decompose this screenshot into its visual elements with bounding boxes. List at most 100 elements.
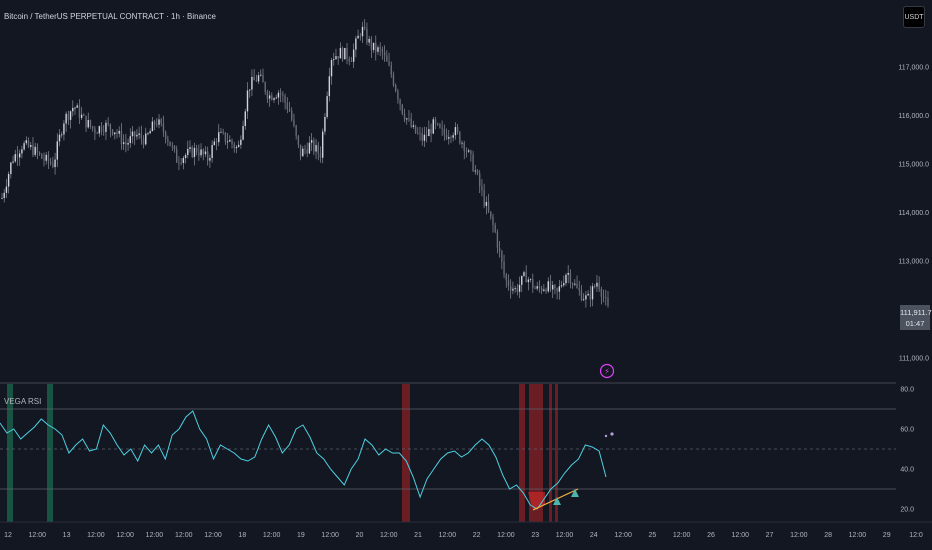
candle-body bbox=[574, 283, 576, 285]
time-tick-label: 12:00 bbox=[204, 532, 222, 539]
candle-body bbox=[116, 132, 118, 134]
candle-body bbox=[607, 297, 609, 306]
candle-body bbox=[448, 137, 450, 139]
candle-body bbox=[344, 47, 346, 60]
candle-body bbox=[308, 142, 311, 154]
candle-body bbox=[494, 225, 496, 232]
symbol-title[interactable]: Bitcoin / TetherUS PERPETUAL CONTRACT · … bbox=[4, 12, 216, 21]
candle-body bbox=[456, 127, 459, 132]
candle-body bbox=[277, 92, 280, 98]
candle-body bbox=[138, 133, 140, 135]
rsi-pane[interactable] bbox=[0, 384, 896, 522]
candle-body bbox=[58, 134, 61, 142]
candle-body bbox=[107, 122, 109, 125]
candle-body bbox=[268, 95, 271, 99]
candle-body bbox=[408, 118, 410, 120]
candle-body bbox=[218, 132, 220, 143]
last-price-tag: 111,911.7 01:47 bbox=[900, 305, 932, 330]
candle-body bbox=[527, 279, 530, 283]
event-flash-icon[interactable] bbox=[599, 363, 615, 379]
candle-body bbox=[414, 125, 417, 133]
time-axis[interactable]: 12 12:00 13 12:00 12:00 12:00 12:00 12:00 18 12:0… bbox=[4, 532, 923, 539]
candle-body bbox=[503, 261, 505, 275]
candle-body bbox=[136, 134, 138, 137]
candle-body bbox=[78, 105, 81, 118]
candle-body bbox=[487, 201, 490, 212]
time-tick-label: 12 bbox=[4, 532, 12, 539]
candle-body bbox=[229, 140, 231, 142]
bar-countdown: 01:47 bbox=[905, 319, 925, 328]
candle-body bbox=[483, 190, 485, 206]
candle-body bbox=[578, 288, 580, 291]
rsi-highlight-bar bbox=[529, 384, 543, 522]
candle-body bbox=[423, 134, 426, 141]
candle-body bbox=[341, 48, 344, 60]
candle-body bbox=[304, 148, 306, 150]
candle-body bbox=[284, 95, 286, 103]
candle-body bbox=[215, 141, 218, 143]
currency-button[interactable]: USDT bbox=[903, 6, 925, 28]
candle-body bbox=[589, 293, 592, 300]
candle-body bbox=[439, 123, 441, 128]
candle-body bbox=[585, 295, 587, 300]
candle-body bbox=[153, 121, 156, 125]
candle-body bbox=[324, 116, 326, 132]
candle-body bbox=[295, 125, 297, 136]
price-pane[interactable] bbox=[1, 19, 609, 308]
candle-body bbox=[114, 132, 116, 135]
candle-body bbox=[171, 145, 173, 147]
candle-body bbox=[43, 158, 45, 161]
candle-body bbox=[437, 123, 439, 125]
candle-body bbox=[335, 56, 337, 60]
time-tick-label: 19 bbox=[297, 532, 305, 539]
candle-body bbox=[54, 159, 56, 168]
candle-body bbox=[326, 96, 328, 117]
time-tick-label: 12:00 bbox=[116, 532, 134, 539]
candle-body bbox=[52, 163, 54, 168]
candle-body bbox=[394, 84, 397, 92]
candle-body bbox=[485, 201, 488, 206]
candle-body bbox=[350, 61, 353, 62]
candle-body bbox=[388, 61, 390, 66]
candle-body bbox=[465, 150, 468, 152]
price-axis[interactable]: 117,000.0 116,000.0 115,000.0 114,000.0 113,… bbox=[898, 65, 929, 363]
candle-body bbox=[421, 133, 423, 141]
candle-body bbox=[14, 154, 16, 162]
candle-body bbox=[428, 129, 430, 137]
candle-body bbox=[191, 147, 193, 158]
candle-body bbox=[251, 76, 253, 90]
candle-body bbox=[246, 90, 249, 112]
candle-body bbox=[386, 55, 388, 62]
candle-body bbox=[538, 286, 541, 288]
candle-body bbox=[518, 284, 521, 292]
candle-body bbox=[96, 133, 98, 135]
candle-body bbox=[587, 293, 589, 296]
candle-body bbox=[63, 123, 65, 135]
candle-body bbox=[547, 281, 549, 292]
candle-body bbox=[450, 137, 452, 138]
candle-body bbox=[434, 119, 437, 124]
candle-body bbox=[525, 272, 527, 283]
candle-body bbox=[543, 289, 545, 291]
candle-body bbox=[600, 288, 603, 297]
time-tick-label: 12:00 bbox=[146, 532, 164, 539]
indicator-title[interactable]: VEGA RSI bbox=[4, 397, 42, 406]
candle-body bbox=[91, 126, 94, 129]
candle-body bbox=[189, 147, 191, 149]
candle-body bbox=[576, 283, 578, 289]
time-tick-label: 12:00 bbox=[673, 532, 691, 539]
candle-body bbox=[249, 89, 251, 91]
candle-body bbox=[47, 154, 50, 162]
candle-body bbox=[370, 38, 373, 50]
candle-body bbox=[293, 119, 295, 126]
time-tick-label: 29 bbox=[883, 532, 891, 539]
time-tick-label: 12:00 bbox=[87, 532, 105, 539]
candle-body bbox=[140, 133, 143, 139]
candle-body bbox=[392, 74, 395, 85]
candle-body bbox=[32, 145, 34, 155]
candle-body bbox=[10, 162, 12, 175]
rsi-axis[interactable]: 80.0 60.0 40.0 20.0 bbox=[900, 387, 914, 514]
candle-body bbox=[549, 281, 552, 290]
candle-body bbox=[273, 98, 275, 100]
